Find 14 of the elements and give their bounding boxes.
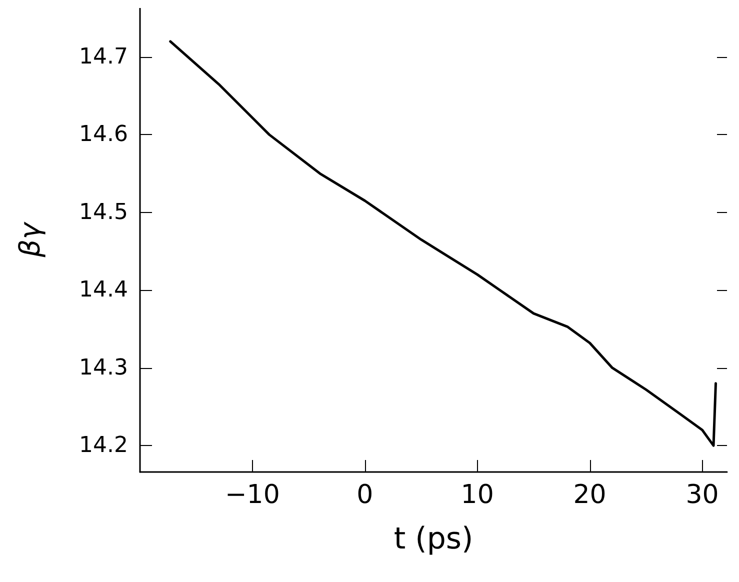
y-tick-label: 14.7 (79, 44, 128, 70)
line-series (169, 40, 718, 447)
x-axis-title: t (ps) (394, 522, 474, 556)
x-tick-label: −10 (225, 480, 280, 510)
y-tick-label: 14.2 (79, 433, 128, 458)
y-tick-label: 14.5 (79, 200, 128, 225)
y-tick-label: 14.3 (79, 355, 128, 380)
y-tick-label: 14.6 (79, 122, 128, 148)
y-axis-title: βγ (14, 221, 46, 258)
x-tick-label: 30 (686, 480, 719, 510)
y-tick-label: 14.4 (79, 278, 128, 303)
x-tick-label: 0 (356, 480, 374, 510)
x-tick-label: 20 (573, 480, 606, 510)
x-tick-label: 10 (460, 480, 494, 510)
